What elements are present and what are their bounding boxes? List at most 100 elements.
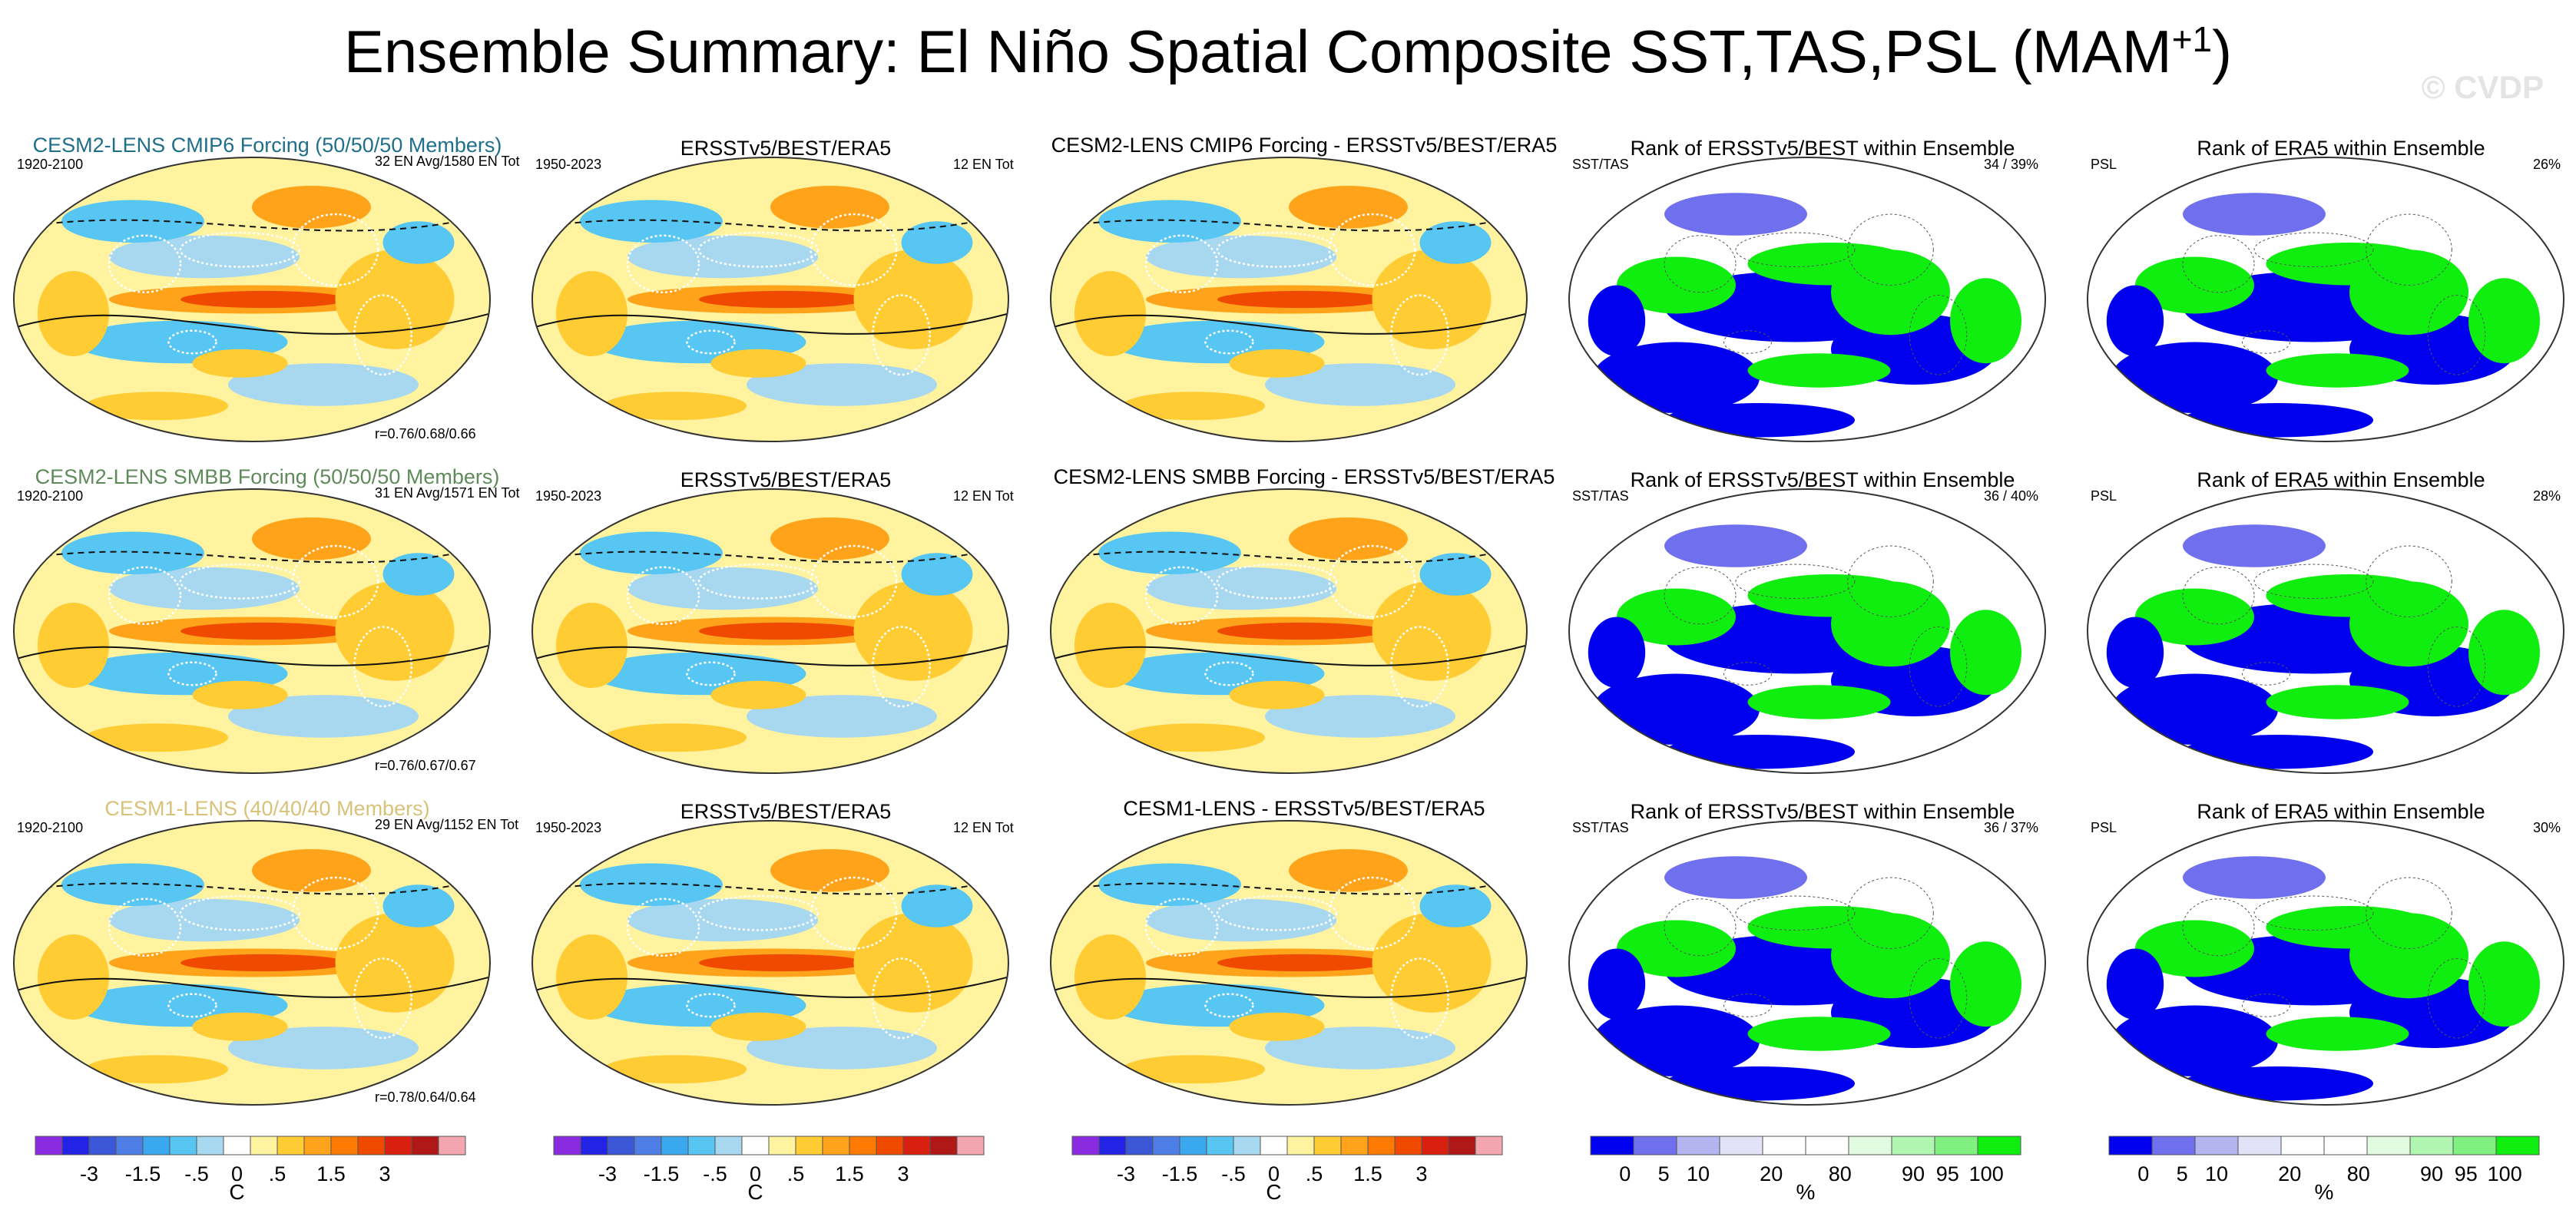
colorbar-label: 95 <box>1936 1162 1959 1185</box>
model-panel-title: CESM1-LENS (40/40/40 Members) <box>104 797 430 820</box>
obs-panel-title: ERSSTv5/BEST/ERA5 <box>680 800 892 823</box>
colorbar-label: 1.5 <box>316 1162 346 1185</box>
colorbar-rank-4: 0 5 10 20 80 90 95 100% <box>2108 1136 2540 1204</box>
obs-map-1 <box>531 488 1009 774</box>
colorbar-label: .5 <box>269 1162 286 1185</box>
colorbar-rank-3: 0 5 10 20 80 90 95 100% <box>1590 1136 2021 1204</box>
colorbar-swatch <box>580 1136 608 1156</box>
colorbar-label: 1.5 <box>1353 1162 1382 1185</box>
colorbar-swatch <box>929 1136 958 1156</box>
colorbar-swatch <box>849 1136 877 1156</box>
model-period: 1920-2100 <box>17 820 84 835</box>
model-panel-title: CESM2-LENS CMIP6 Forcing (50/50/50 Membe… <box>32 134 502 157</box>
rank-sst-map-0 <box>1568 157 2046 442</box>
colorbar-swatch <box>1848 1136 1892 1156</box>
model-en-count: 31 EN Avg/1571 EN Tot <box>375 485 520 501</box>
model-period: 1920-2100 <box>17 157 84 172</box>
colorbar-label: 10 <box>1687 1162 1710 1185</box>
colorbar-label: -3 <box>598 1162 617 1185</box>
colorbar-unit: C <box>229 1180 244 1204</box>
colorbar-unit: C <box>1266 1180 1281 1204</box>
diff-panel-title: CESM1-LENS - ERSSTv5/BEST/ERA5 <box>1123 797 1485 820</box>
colorbar-swatch <box>438 1136 466 1156</box>
colorbar-swatch <box>1260 1136 1288 1156</box>
colorbar-swatch <box>223 1136 251 1156</box>
colorbar-swatch <box>1719 1136 1763 1156</box>
pattern-correlation: r=0.76/0.67/0.67 <box>375 758 476 773</box>
colorbar-label: 0 <box>1268 1162 1280 1185</box>
colorbar-swatch <box>1233 1136 1261 1156</box>
colorbar-label: 80 <box>2347 1162 2370 1185</box>
rank-sst-map-1 <box>1568 488 2046 774</box>
colorbar-label: 0 <box>1619 1162 1631 1185</box>
colorbar-label: .5 <box>787 1162 805 1185</box>
colorbar-swatch <box>553 1136 581 1156</box>
colorbar-label: -.5 <box>1221 1162 1246 1185</box>
colorbar-swatch <box>1152 1136 1180 1156</box>
colorbar-swatch <box>115 1136 144 1156</box>
model-panel-title: CESM2-LENS SMBB Forcing (50/50/50 Member… <box>35 465 500 488</box>
colorbar-swatch <box>276 1136 305 1156</box>
colorbar-swatch <box>1891 1136 1935 1156</box>
obs-period: 1950-2023 <box>535 820 602 835</box>
rank-sst-pct: 34 / 39% <box>1984 157 2039 172</box>
rank-psl-label: PSL <box>2091 488 2117 504</box>
model-map-2 <box>13 820 491 1106</box>
colorbar-label: 10 <box>2205 1162 2228 1185</box>
colorbar-swatch <box>357 1136 386 1156</box>
rank-psl-map-0 <box>2087 157 2564 442</box>
rank-psl-title: Rank of ERA5 within Ensemble <box>2197 468 2485 491</box>
colorbar-swatch <box>1286 1136 1315 1156</box>
colorbar-swatch <box>61 1136 90 1156</box>
colorbar-unit: % <box>1796 1180 1816 1204</box>
colorbar-label: 3 <box>897 1162 909 1185</box>
obs-map-2 <box>531 820 1009 1106</box>
colorbar-label: 80 <box>1829 1162 1852 1185</box>
rank-psl-pct: 30% <box>2533 820 2561 835</box>
colorbar-swatch <box>876 1136 904 1156</box>
colorbar-label: 5 <box>1658 1162 1670 1185</box>
obs-en-count: 12 EN Tot <box>953 157 1014 172</box>
colorbar-swatch <box>768 1136 796 1156</box>
colorbar-swatch <box>1313 1136 1342 1156</box>
diff-panel-title: CESM2-LENS SMBB Forcing - ERSSTv5/BEST/E… <box>1053 465 1555 488</box>
obs-en-count: 12 EN Tot <box>953 820 1014 835</box>
rank-sst-pct: 36 / 37% <box>1984 820 2039 835</box>
colorbar-label: 1.5 <box>835 1162 864 1185</box>
rank-psl-pct: 26% <box>2533 157 2561 172</box>
rank-psl-pct: 28% <box>2533 488 2561 504</box>
rank-sst-label: SST/TAS <box>1572 820 1629 835</box>
colorbar-unit: C <box>747 1180 763 1204</box>
colorbar-swatch <box>902 1136 931 1156</box>
obs-map-0 <box>531 157 1009 442</box>
rank-psl-label: PSL <box>2091 820 2117 835</box>
colorbar-swatch <box>2409 1136 2454 1156</box>
rank-psl-map-2 <box>2087 820 2564 1106</box>
colorbar-label: 0 <box>231 1162 243 1185</box>
rank-sst-pct: 36 / 40% <box>1984 488 2039 504</box>
colorbar-swatch <box>2151 1136 2196 1156</box>
diff-map-2 <box>1050 820 1528 1106</box>
figure-title: Ensemble Summary: El Niño Spatial Compos… <box>343 18 2233 85</box>
rank-psl-map-1 <box>2087 488 2564 774</box>
rank-sst-title: Rank of ERSSTv5/BEST within Ensemble <box>1630 468 2015 491</box>
colorbar-swatch <box>1340 1136 1369 1156</box>
colorbar-label: 3 <box>379 1162 390 1185</box>
obs-period: 1950-2023 <box>535 488 602 504</box>
colorbar-label: 0 <box>750 1162 761 1185</box>
obs-period: 1950-2023 <box>535 157 602 172</box>
diff-panel-title: CESM2-LENS CMIP6 Forcing - ERSSTv5/BEST/… <box>1051 134 1558 157</box>
rank-psl-label: PSL <box>2091 157 2117 172</box>
obs-panel-title: ERSSTv5/BEST/ERA5 <box>680 468 892 491</box>
colorbar-label: 100 <box>2488 1162 2522 1185</box>
colorbar-swatch <box>1448 1136 1476 1156</box>
colorbar-swatch <box>142 1136 171 1156</box>
colorbar-label: -3 <box>80 1162 98 1185</box>
colorbar-swatch <box>1098 1136 1127 1156</box>
colorbar-swatch <box>2280 1136 2325 1156</box>
pattern-correlation: r=0.78/0.64/0.64 <box>375 1089 476 1105</box>
colorbar-swatch <box>1206 1136 1234 1156</box>
obs-panel-title: ERSSTv5/BEST/ERA5 <box>680 137 892 160</box>
colorbar-swatch <box>303 1136 332 1156</box>
